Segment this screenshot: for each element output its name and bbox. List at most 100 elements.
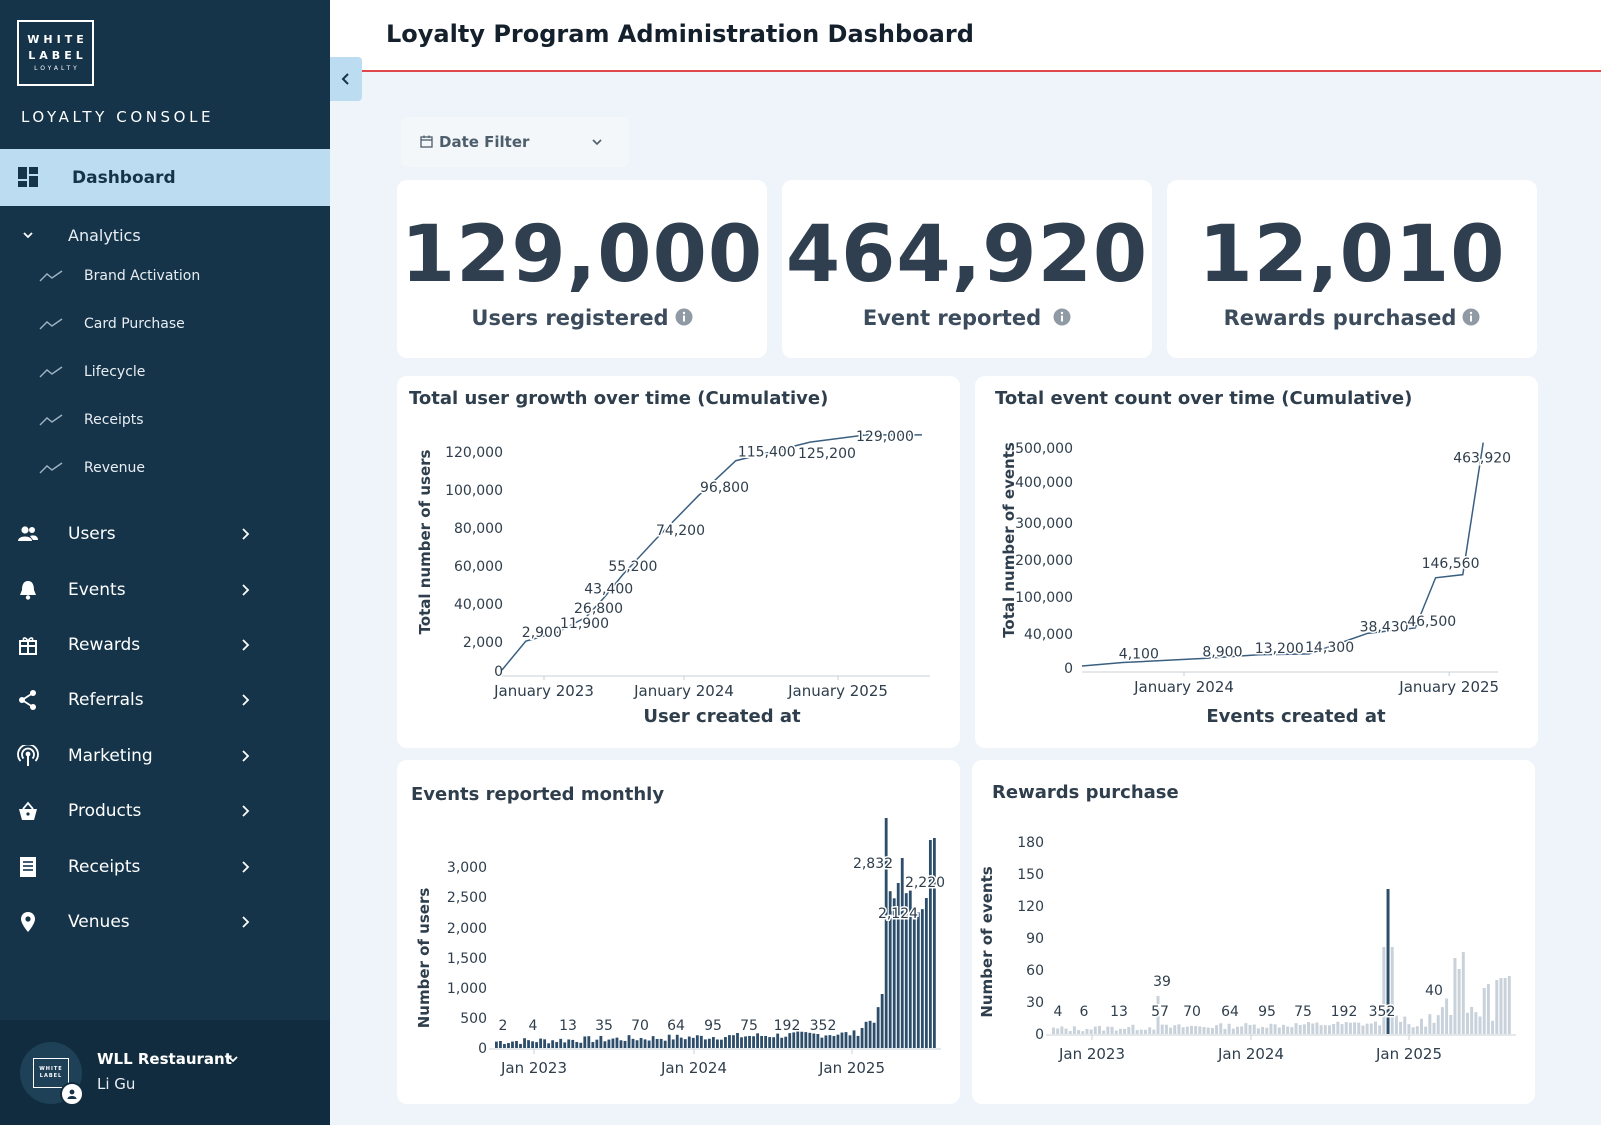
chart-title: Total event count over time (Cumulative) bbox=[995, 388, 1413, 409]
account-switcher[interactable]: WHITE LABEL WLL Restaurant Li Gu bbox=[0, 1020, 330, 1125]
bar bbox=[876, 1007, 880, 1048]
bar bbox=[559, 1038, 563, 1048]
bar bbox=[687, 1036, 691, 1048]
data-label: 192 bbox=[1331, 1004, 1358, 1020]
bar bbox=[1227, 1023, 1231, 1034]
bar bbox=[551, 1040, 555, 1048]
bar bbox=[1386, 889, 1390, 1034]
y-tick-label: 40,000 bbox=[1024, 627, 1073, 643]
bar bbox=[1190, 1025, 1193, 1034]
bar bbox=[567, 1039, 571, 1048]
sidebar-item-events[interactable]: Events bbox=[0, 570, 330, 610]
info-icon[interactable] bbox=[1053, 308, 1071, 326]
sidebar-item-referrals[interactable]: Referrals bbox=[0, 680, 330, 720]
bar bbox=[655, 1038, 659, 1048]
x-axis-title: User created at bbox=[643, 706, 801, 727]
bar bbox=[788, 1033, 792, 1048]
bar bbox=[1135, 1030, 1139, 1034]
bar bbox=[1407, 1024, 1411, 1034]
bar bbox=[503, 1044, 506, 1048]
data-label: 6 bbox=[1080, 1004, 1089, 1020]
bar bbox=[1382, 947, 1386, 1034]
bar bbox=[1361, 1025, 1365, 1034]
trend-line-icon bbox=[39, 414, 63, 426]
avatar[interactable]: WHITE LABEL bbox=[20, 1042, 84, 1106]
bar bbox=[1160, 1024, 1164, 1034]
bar bbox=[511, 1041, 514, 1048]
bar bbox=[784, 1036, 788, 1048]
bar bbox=[1307, 1022, 1311, 1034]
chevron-down-icon bbox=[23, 232, 33, 239]
bar bbox=[824, 1035, 828, 1048]
bar bbox=[1194, 1026, 1198, 1034]
bar bbox=[1181, 1027, 1185, 1034]
chevron-down-icon[interactable] bbox=[227, 1054, 239, 1064]
bar bbox=[1336, 1021, 1340, 1034]
bar bbox=[1219, 1023, 1223, 1034]
sidebar-item-users[interactable]: Users bbox=[0, 514, 330, 554]
bar bbox=[607, 1039, 611, 1048]
brand-logo[interactable]: WHITE LABEL LOYALTY bbox=[17, 20, 94, 86]
data-label: 2,900 bbox=[522, 625, 562, 641]
info-icon[interactable] bbox=[1462, 308, 1480, 326]
bar bbox=[539, 1038, 543, 1048]
bar bbox=[1236, 1026, 1239, 1034]
bar bbox=[928, 840, 932, 1048]
bar bbox=[1265, 1027, 1269, 1034]
bar bbox=[603, 1041, 607, 1048]
bar bbox=[1252, 1024, 1256, 1034]
bar bbox=[1503, 978, 1507, 1034]
y-tick-label: 30 bbox=[1026, 995, 1044, 1011]
bar bbox=[1261, 1026, 1265, 1034]
bar bbox=[888, 891, 892, 1048]
y-tick-label: 2,000 bbox=[447, 921, 487, 937]
bar bbox=[840, 1032, 844, 1048]
bar bbox=[736, 1032, 739, 1048]
bar bbox=[1470, 1006, 1474, 1034]
y-axis-title: Total number of users bbox=[416, 449, 434, 634]
bar bbox=[732, 1035, 735, 1048]
bar bbox=[1085, 1028, 1089, 1034]
sidebar-item-dashboard[interactable]: Dashboard bbox=[0, 149, 330, 206]
collapse-sidebar-button[interactable] bbox=[330, 57, 362, 101]
bar bbox=[1348, 1022, 1352, 1034]
sidebar-subitem-card-purchase[interactable]: Card Purchase bbox=[0, 309, 330, 339]
sidebar-item-receipts[interactable]: Receipts bbox=[0, 847, 330, 887]
chevron-right-icon bbox=[242, 584, 250, 596]
data-label: 352 bbox=[810, 1018, 837, 1034]
bar bbox=[587, 1036, 591, 1048]
bar bbox=[1323, 1025, 1327, 1034]
kpi-value: 12,010 bbox=[1198, 210, 1506, 300]
bar bbox=[760, 1035, 764, 1048]
data-label: 352 bbox=[1369, 1004, 1396, 1020]
date-filter-dropdown[interactable]: Date Filter bbox=[401, 117, 629, 167]
sidebar-item-venues[interactable]: Venues bbox=[0, 902, 330, 942]
bar bbox=[555, 1042, 559, 1048]
bar bbox=[1156, 996, 1160, 1034]
data-label: 40 bbox=[1425, 983, 1443, 999]
page-title: Loyalty Program Administration Dashboard bbox=[386, 20, 974, 48]
y-tick-label: 120,000 bbox=[445, 445, 503, 461]
sidebar-subitem-revenue[interactable]: Revenue bbox=[0, 453, 330, 483]
trend-line-icon bbox=[39, 270, 63, 282]
bar bbox=[571, 1039, 575, 1048]
sidebar-item-marketing[interactable]: Marketing bbox=[0, 736, 330, 776]
sidebar-subitem-receipts[interactable]: Receipts bbox=[0, 405, 330, 435]
sidebar-item-rewards[interactable]: Rewards bbox=[0, 625, 330, 665]
bar bbox=[523, 1038, 526, 1048]
bar bbox=[703, 1039, 707, 1048]
sidebar-item-products[interactable]: Products bbox=[0, 791, 330, 831]
bar bbox=[1269, 1023, 1273, 1034]
user-name: Li Gu bbox=[97, 1075, 136, 1093]
info-icon[interactable] bbox=[675, 308, 693, 326]
chevron-right-icon bbox=[242, 805, 250, 817]
chevron-down-icon bbox=[592, 139, 602, 146]
bar bbox=[812, 1033, 816, 1048]
sidebar-subitem-lifecycle[interactable]: Lifecycle bbox=[0, 357, 330, 387]
bar bbox=[900, 858, 904, 1048]
bar bbox=[1298, 1025, 1302, 1034]
sidebar-subitem-brand-activation[interactable]: Brand Activation bbox=[0, 261, 330, 291]
sidebar-group-analytics[interactable]: Analytics bbox=[0, 218, 330, 252]
x-axis-title: Events created at bbox=[1206, 706, 1386, 727]
data-label: 96,800 bbox=[700, 480, 749, 496]
